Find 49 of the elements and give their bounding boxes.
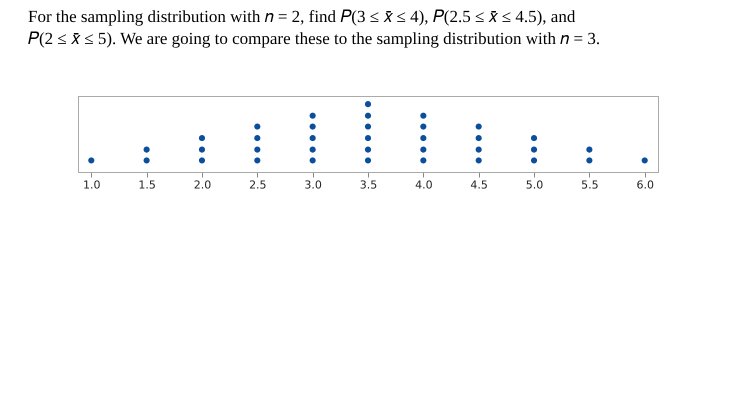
point <box>310 134 316 142</box>
point <box>420 123 426 130</box>
point <box>476 123 482 130</box>
point <box>364 123 372 130</box>
point <box>364 146 372 153</box>
x-tick-label: 5.0 <box>526 178 544 192</box>
point <box>420 134 426 142</box>
point <box>420 157 426 164</box>
point <box>310 112 316 119</box>
x-tick-label: 2.0 <box>194 178 212 192</box>
point <box>254 146 260 153</box>
point <box>144 157 150 164</box>
point <box>642 157 648 164</box>
x-tick-label: 1.0 <box>83 178 101 192</box>
point <box>254 157 260 164</box>
point <box>254 123 260 130</box>
text: 𝑃(2 ≤ 𝑥̄ ≤ 5). We are going to compare these to the sampling distribution with 𝑛 = 3. <box>28 29 600 48</box>
x-tick-label: 2.5 <box>249 178 267 192</box>
point <box>198 134 206 142</box>
text: For the sampling distribution with 𝑛 = 2, find 𝑃(3 ≤ 𝑥̄ ≤ 4), 𝑃(2.5 ≤ 𝑥̄ ≤ 4.5), and <box>28 7 576 26</box>
x-tick-label: 3.5 <box>360 178 378 192</box>
x-tick-label: 4.0 <box>415 178 433 192</box>
point <box>476 134 482 142</box>
x-tick-label: 1.5 <box>138 178 156 192</box>
point <box>198 157 206 164</box>
point <box>310 157 316 164</box>
point <box>530 134 538 142</box>
point <box>530 146 538 153</box>
x-tick-label: 4.5 <box>470 178 488 192</box>
point <box>310 146 316 153</box>
point <box>144 146 150 153</box>
point <box>420 112 426 119</box>
point <box>198 146 206 153</box>
point <box>254 134 260 142</box>
point <box>476 146 482 153</box>
point <box>586 146 592 153</box>
point <box>530 157 538 164</box>
point <box>476 157 482 164</box>
x-tick-label: 5.5 <box>581 178 599 192</box>
point <box>88 157 94 164</box>
point <box>586 157 592 164</box>
x-tick-label: 3.0 <box>304 178 322 192</box>
point <box>420 146 426 153</box>
x-tick-label: 6.0 <box>636 178 654 192</box>
point <box>364 101 372 108</box>
point <box>310 123 316 130</box>
point <box>364 112 372 119</box>
point <box>364 157 372 164</box>
point <box>364 134 372 142</box>
